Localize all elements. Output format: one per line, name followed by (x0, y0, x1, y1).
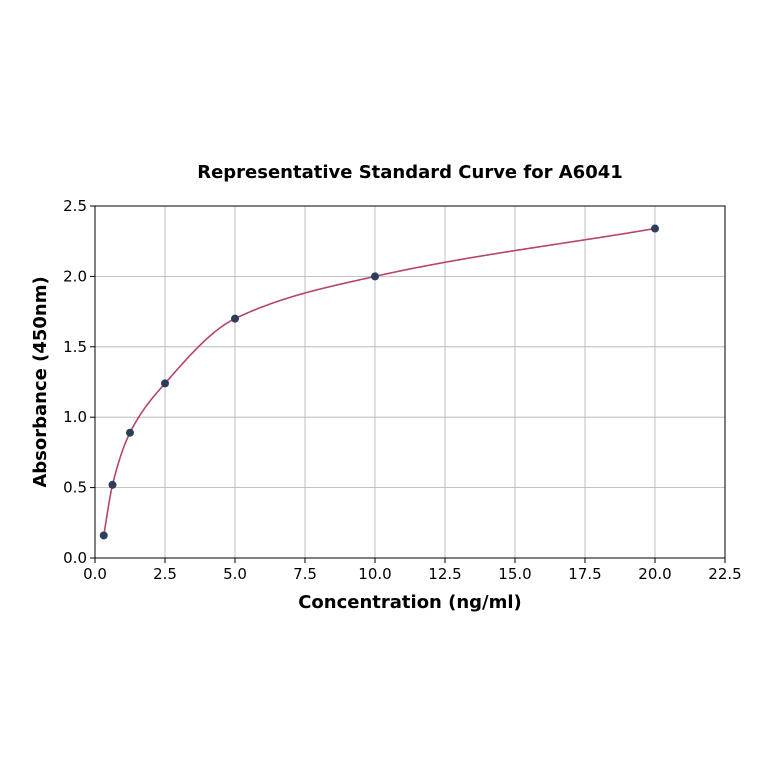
x-tick-label: 15.0 (498, 565, 531, 583)
data-point (161, 379, 169, 388)
data-point (126, 428, 134, 437)
y-tick-label: 1.5 (63, 338, 87, 356)
y-tick-label: 2.5 (63, 197, 87, 215)
data-point (651, 224, 659, 233)
fit-curve-line (102, 227, 656, 536)
data-point (108, 480, 117, 489)
x-tick-label: 2.5 (153, 565, 177, 583)
x-tick-label: 20.0 (638, 565, 671, 583)
x-tick-label: 22.5 (708, 565, 741, 583)
x-axis-label: Concentration (ng/ml) (298, 592, 522, 613)
data-point (231, 314, 239, 323)
y-axis-label: Absorbance (450nm) (30, 276, 51, 487)
y-axis-ticks: 0.0 0.5 1.0 1.5 2.0 2.5 (63, 197, 95, 567)
fit-curve-layer (102, 227, 656, 536)
data-points-layer (99, 224, 659, 540)
y-tick-label: 0.0 (63, 549, 87, 567)
x-tick-label: 0.0 (83, 565, 107, 583)
x-tick-label: 10.0 (358, 565, 391, 583)
x-tick-label: 5.0 (223, 565, 247, 583)
y-tick-label: 0.5 (63, 479, 87, 497)
plot-frame (94, 205, 726, 559)
data-point (99, 531, 108, 540)
data-point (371, 272, 379, 281)
x-axis-ticks: 0.0 2.5 5.0 7.5 10.0 12.5 15.0 17.5 20.0 22.5 (83, 558, 742, 583)
y-tick-label: 1.0 (63, 408, 87, 426)
grid (94, 205, 726, 559)
x-tick-label: 17.5 (568, 565, 601, 583)
y-tick-label: 2.0 (63, 267, 87, 285)
chart-title: Representative Standard Curve for A6041 (197, 162, 623, 183)
x-tick-label: 7.5 (293, 565, 317, 583)
x-tick-label: 12.5 (428, 565, 461, 583)
